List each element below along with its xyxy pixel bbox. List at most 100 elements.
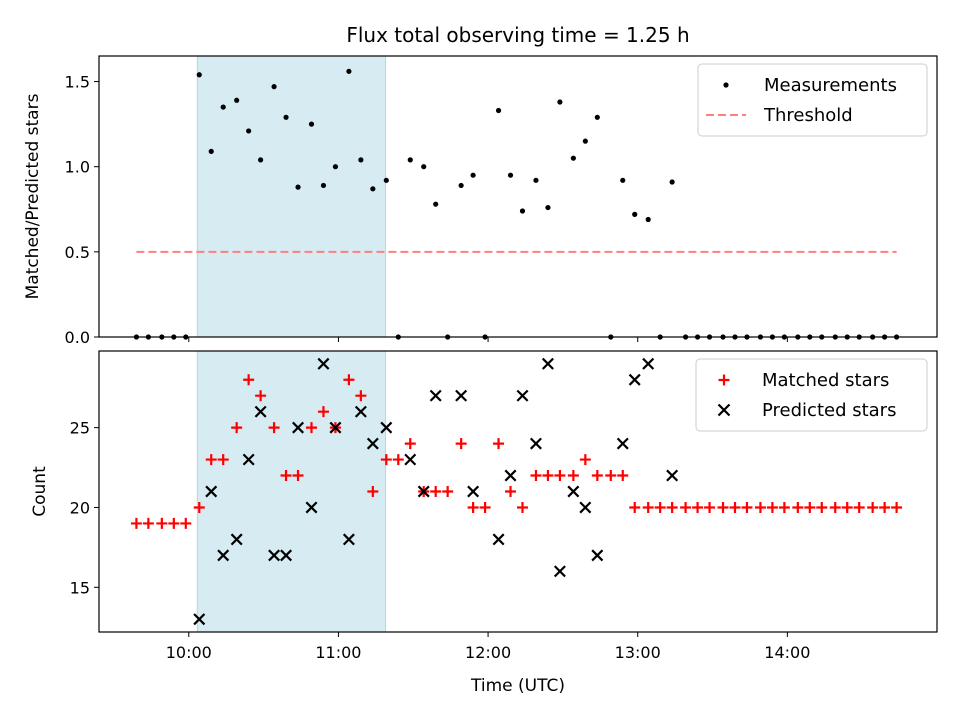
x-axis-label: Time (UTC): [470, 676, 565, 696]
predicted-star-marker: [292, 421, 305, 434]
matched-star-marker: [516, 501, 528, 513]
x-tick-label: 11:00: [315, 643, 361, 662]
matched-star-marker: [205, 454, 217, 466]
matched-star-marker: [605, 470, 617, 482]
measurement-point: [246, 128, 252, 134]
matched-star-marker: [380, 454, 392, 466]
measurement-point: [283, 114, 289, 120]
measurement-point: [620, 177, 626, 183]
measurement-point: [295, 184, 301, 190]
measurement-point: [557, 99, 563, 105]
predicted-star-marker: [553, 565, 566, 578]
x-tick-label: 14:00: [764, 643, 810, 662]
matched-star-marker: [130, 517, 142, 529]
measurement-point: [632, 211, 638, 217]
predicted-star-marker: [305, 501, 318, 514]
predicted-star-marker: [417, 485, 430, 498]
measurement-point: [669, 179, 675, 185]
matched-star-marker: [193, 501, 205, 513]
measurement-point: [346, 68, 352, 74]
matched-star-marker: [305, 422, 317, 434]
measurement-point: [332, 164, 339, 170]
highlight-span: [196, 55, 387, 338]
matched-star-marker: [704, 501, 716, 513]
plot-frame: [98, 350, 938, 633]
measurement-point: [495, 107, 502, 114]
matched-star-marker: [554, 470, 566, 482]
predicted-star-marker: [380, 421, 393, 434]
y-tick-label: 0.5: [65, 243, 90, 262]
matched-star-marker: [891, 501, 903, 513]
panel-counts: 10:00 11:00 12:00 13:00 14:00 15 20 25 Count Matc…: [30, 350, 938, 662]
y-tick-label: 1.0: [65, 158, 90, 177]
measurement-point: [258, 157, 264, 163]
matched-star-marker: [442, 486, 454, 497]
matched-star-marker: [853, 501, 865, 513]
matched-star-marker: [591, 470, 603, 482]
predicted-star-marker: [579, 501, 592, 514]
matched-star-marker: [778, 501, 790, 513]
predicted-star-marker: [254, 405, 267, 418]
matched-star-marker: [479, 501, 491, 513]
predicted-star-marker: [642, 357, 655, 370]
matched-star-marker: [168, 517, 180, 529]
matched-star-marker: [280, 470, 292, 482]
predicted-star-marker: [242, 453, 255, 466]
measurement-point: [271, 84, 277, 90]
predicted-star-marker: [366, 437, 379, 450]
predicted-star-marker: [467, 485, 480, 498]
panel-ratio: 0.0 0.5 1.0 1.5 Matched/Predicted stars Measu…: [23, 55, 938, 347]
matched-star-marker: [142, 517, 154, 529]
predicted-star-marker: [541, 357, 554, 370]
predicted-star-marker: [492, 533, 505, 546]
predicted-star-marker: [329, 421, 342, 434]
predicted-star-marker: [666, 469, 679, 482]
highlight-span: [196, 350, 387, 633]
predicted-star-marker: [567, 485, 580, 498]
predicted-star-marker: [342, 533, 355, 546]
measurement-point: [234, 97, 240, 103]
matched-star-marker: [867, 501, 879, 513]
measurement-point: [358, 157, 364, 163]
legend-box: [695, 358, 928, 432]
measurement-point: [458, 182, 464, 189]
predicted-star-marker: [504, 469, 517, 482]
measurement-point: [507, 172, 514, 178]
measurement-point: [196, 72, 202, 78]
matched-star-marker: [455, 438, 467, 450]
y-tick-label: 15: [70, 578, 90, 597]
predicted-star-marker: [429, 389, 442, 402]
predicted-star-marker: [591, 549, 604, 562]
measurement-point: [308, 121, 315, 127]
matched-star-marker: [430, 486, 442, 497]
matched-star-marker: [530, 470, 542, 482]
matched-star-marker: [766, 501, 778, 513]
legend-label: Matched stars: [762, 370, 889, 391]
predicted-star-marker: [193, 613, 206, 626]
matched-star-marker: [841, 501, 853, 513]
legend-marker-matched: [718, 374, 730, 386]
matched-star-marker: [642, 501, 654, 513]
x-tick-label: 12:00: [465, 643, 511, 662]
predicted-star-marker: [280, 549, 293, 562]
matched-star-marker: [343, 374, 355, 386]
predicted-star-marker: [529, 437, 542, 450]
matched-star-marker: [579, 454, 591, 466]
matched-star-marker: [255, 390, 267, 402]
y-axis-label: Matched/Predicted stars: [23, 93, 43, 299]
measurement-point: [370, 186, 376, 192]
plot-frame: [98, 55, 938, 338]
matched-star-marker: [729, 501, 741, 513]
matched-star-marker: [754, 501, 766, 513]
y-tick-label: 20: [70, 498, 90, 517]
legend-box: [697, 63, 928, 137]
measurement-point: [421, 164, 427, 170]
matched-star-marker: [243, 374, 255, 386]
matched-star-marker: [567, 470, 579, 482]
matched-star-marker: [617, 470, 629, 482]
matched-star-marker: [505, 486, 517, 497]
predicted-star-marker: [354, 405, 367, 418]
measurement-point: [220, 104, 226, 110]
matched-star-marker: [268, 422, 280, 434]
